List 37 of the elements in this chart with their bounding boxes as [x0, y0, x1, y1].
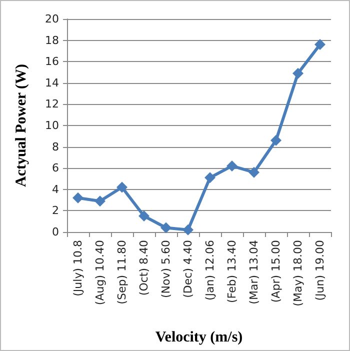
y-tick-label: 4 — [52, 182, 59, 196]
y-tick-label: 16 — [45, 55, 59, 68]
point — [314, 39, 326, 50]
point — [72, 192, 84, 204]
point — [292, 68, 304, 79]
x-tick-label: (Mar) 13.04 — [248, 240, 260, 304]
point — [204, 172, 216, 184]
point — [160, 222, 172, 234]
x-tick-label: (Dec) 4.40 — [182, 240, 194, 298]
point — [116, 182, 128, 193]
x-tick-label: (Aug) 10.40 — [94, 240, 106, 306]
x-tick-label: (Feb) 13.40 — [226, 240, 238, 304]
y-tick-label: 6 — [52, 162, 59, 175]
y-tick-label: 2 — [52, 204, 59, 218]
x-tick-label: (Apr) 15.00 — [270, 240, 282, 303]
point — [270, 134, 282, 146]
point — [226, 160, 238, 172]
point — [248, 166, 260, 178]
y-tick-label: 18 — [45, 34, 59, 47]
x-tick-label: (July) 10.8 — [72, 240, 84, 296]
x-tick-label: (Oct) 8.40 — [138, 240, 150, 296]
y-axis-title: Actyual Power (W) — [14, 64, 30, 188]
x-tick-label: (Nov) 5.60 — [160, 240, 172, 298]
y-tick-label: 20 — [45, 12, 59, 26]
x-tick-label: (Sep) 11.80 — [116, 240, 128, 304]
point — [94, 196, 106, 207]
y-tick-label: 0 — [52, 226, 59, 238]
y-tick-label: 14 — [45, 76, 59, 90]
x-tick-label: (Jun) 19.00 — [314, 240, 326, 301]
y-tick-label: 8 — [52, 140, 59, 154]
x-axis-title: Velocity (m/s) — [155, 330, 243, 346]
point — [138, 210, 150, 222]
y-tick-label: 12 — [45, 98, 59, 111]
point — [182, 224, 194, 236]
x-tick-label: (May) 18.00 — [292, 240, 304, 306]
y-tick-label: 10 — [45, 119, 59, 132]
x-tick-label: (Jan) 12.06 — [204, 240, 216, 301]
